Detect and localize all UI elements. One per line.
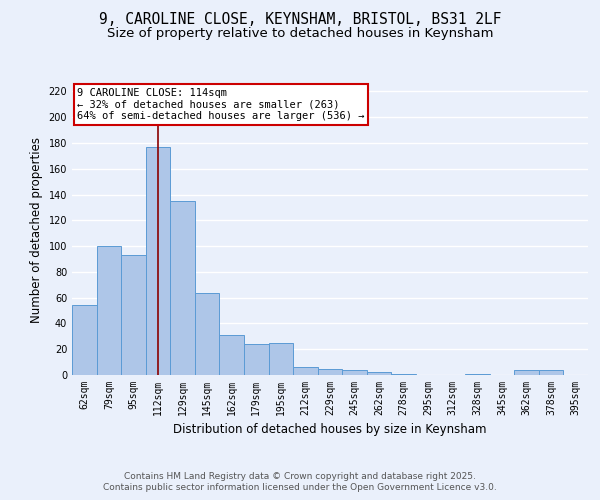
Bar: [220, 335, 244, 375]
Bar: [244, 344, 269, 375]
Bar: [269, 343, 293, 375]
X-axis label: Distribution of detached houses by size in Keynsham: Distribution of detached houses by size …: [173, 424, 487, 436]
Bar: [72, 306, 97, 375]
Text: 9, CAROLINE CLOSE, KEYNSHAM, BRISTOL, BS31 2LF: 9, CAROLINE CLOSE, KEYNSHAM, BRISTOL, BS…: [99, 12, 501, 28]
Bar: [514, 370, 539, 375]
Bar: [318, 368, 342, 375]
Bar: [342, 370, 367, 375]
Bar: [391, 374, 416, 375]
Bar: [195, 292, 220, 375]
Text: Contains HM Land Registry data © Crown copyright and database right 2025.
Contai: Contains HM Land Registry data © Crown c…: [103, 472, 497, 492]
Bar: [293, 368, 318, 375]
Text: 9 CAROLINE CLOSE: 114sqm
← 32% of detached houses are smaller (263)
64% of semi-: 9 CAROLINE CLOSE: 114sqm ← 32% of detach…: [77, 88, 365, 121]
Bar: [146, 147, 170, 375]
Text: Size of property relative to detached houses in Keynsham: Size of property relative to detached ho…: [107, 28, 493, 40]
Bar: [367, 372, 391, 375]
Bar: [97, 246, 121, 375]
Bar: [465, 374, 490, 375]
Bar: [121, 255, 146, 375]
Bar: [539, 370, 563, 375]
Bar: [170, 201, 195, 375]
Y-axis label: Number of detached properties: Number of detached properties: [30, 137, 43, 323]
